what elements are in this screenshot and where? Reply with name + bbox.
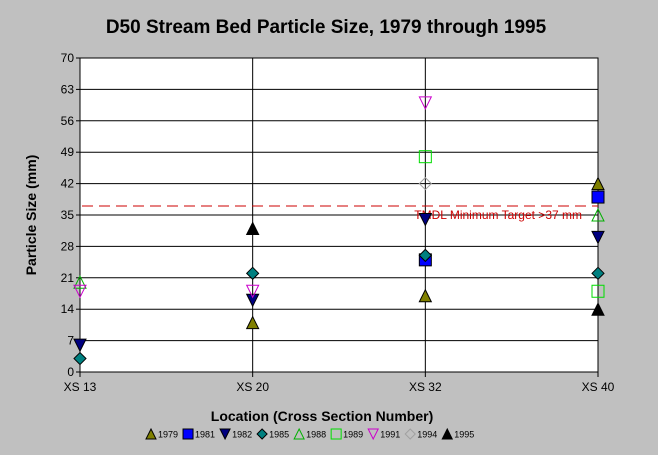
y-tick-label: 7 <box>67 334 74 348</box>
data-point-1988 <box>591 207 605 222</box>
y-tick-label: 49 <box>61 145 75 159</box>
data-point-1994 <box>418 176 433 191</box>
legend-marker-1991 <box>367 428 379 441</box>
y-tick-label: 42 <box>61 177 75 191</box>
y-tick-label: 14 <box>61 302 75 316</box>
legend-marker-1989 <box>330 428 342 440</box>
legend: 1979 1981 1982 1985 1988 1989 1991 1994 1995 <box>145 427 474 441</box>
data-point-1979 <box>591 176 605 191</box>
legend-marker-1995 <box>441 427 454 440</box>
legend-label: 1989 <box>343 430 363 440</box>
data-point-1989 <box>591 284 605 298</box>
data-point-1991 <box>418 96 433 110</box>
legend-label: 1982 <box>232 430 252 440</box>
data-point-1979 <box>245 315 260 330</box>
y-tick-label: 21 <box>61 271 75 285</box>
reference-line-group: TMDL Minimum Target >37 mm <box>82 205 598 222</box>
grid-lines <box>79 57 599 373</box>
x-axis-title: Location (Cross Section Number) <box>211 408 433 424</box>
data-point-1985 <box>73 351 87 366</box>
x-tick-label: XS 13 <box>64 380 97 394</box>
x-tick-label: XS 32 <box>409 380 442 394</box>
x-tick-label: XS 40 <box>582 380 615 394</box>
x-tick-label: XS 20 <box>236 380 269 394</box>
data-point-1985 <box>245 266 260 281</box>
data-point-1991 <box>245 284 260 299</box>
y-tick-label: 28 <box>61 239 75 253</box>
data-point-1985 <box>591 266 605 281</box>
data-point-1995 <box>591 302 605 316</box>
data-point-1982 <box>245 293 260 308</box>
legend-marker-1979 <box>145 427 157 440</box>
legend-marker-1988 <box>293 427 305 440</box>
y-tick-label: 0 <box>67 365 74 379</box>
legend-label: 1991 <box>380 430 400 440</box>
legend-label: 1988 <box>306 430 326 440</box>
x-axis-ticks: XS 13 XS 20 XS 32 XS 40 <box>64 372 615 394</box>
y-tick-label: 63 <box>61 82 75 96</box>
data-point-1981 <box>591 190 605 204</box>
y-tick-label: 70 <box>61 51 75 65</box>
data-point-1985 <box>418 248 433 263</box>
data-points <box>73 96 605 366</box>
y-tick-label: 35 <box>61 208 75 222</box>
legend-label: 1979 <box>158 430 178 440</box>
data-point-1988 <box>73 275 87 289</box>
y-axis-title: Particle Size (mm) <box>23 155 39 276</box>
legend-marker-1994 <box>404 428 416 440</box>
legend-label: 1994 <box>417 430 437 440</box>
legend-marker-1982 <box>219 428 231 441</box>
y-axis-ticks: 0 7 14 21 28 35 42 49 56 63 70 <box>61 51 80 379</box>
data-point-1982 <box>591 230 605 245</box>
legend-label: 1981 <box>195 430 215 440</box>
legend-label: 1985 <box>269 430 289 440</box>
data-point-1982 <box>73 338 87 353</box>
legend-marker-1981 <box>182 428 194 440</box>
data-point-1982 <box>418 212 433 227</box>
data-point-1991 <box>73 284 87 299</box>
y-tick-label: 56 <box>61 114 75 128</box>
data-point-1979 <box>418 288 433 303</box>
reference-line-label: TMDL Minimum Target >37 mm <box>414 208 582 222</box>
data-point-1995 <box>245 221 260 235</box>
chart-title: D50 Stream Bed Particle Size, 1979 throu… <box>106 17 547 38</box>
legend-label: 1995 <box>454 430 474 440</box>
legend-marker-1985 <box>256 428 268 440</box>
data-point-1989 <box>418 150 432 164</box>
